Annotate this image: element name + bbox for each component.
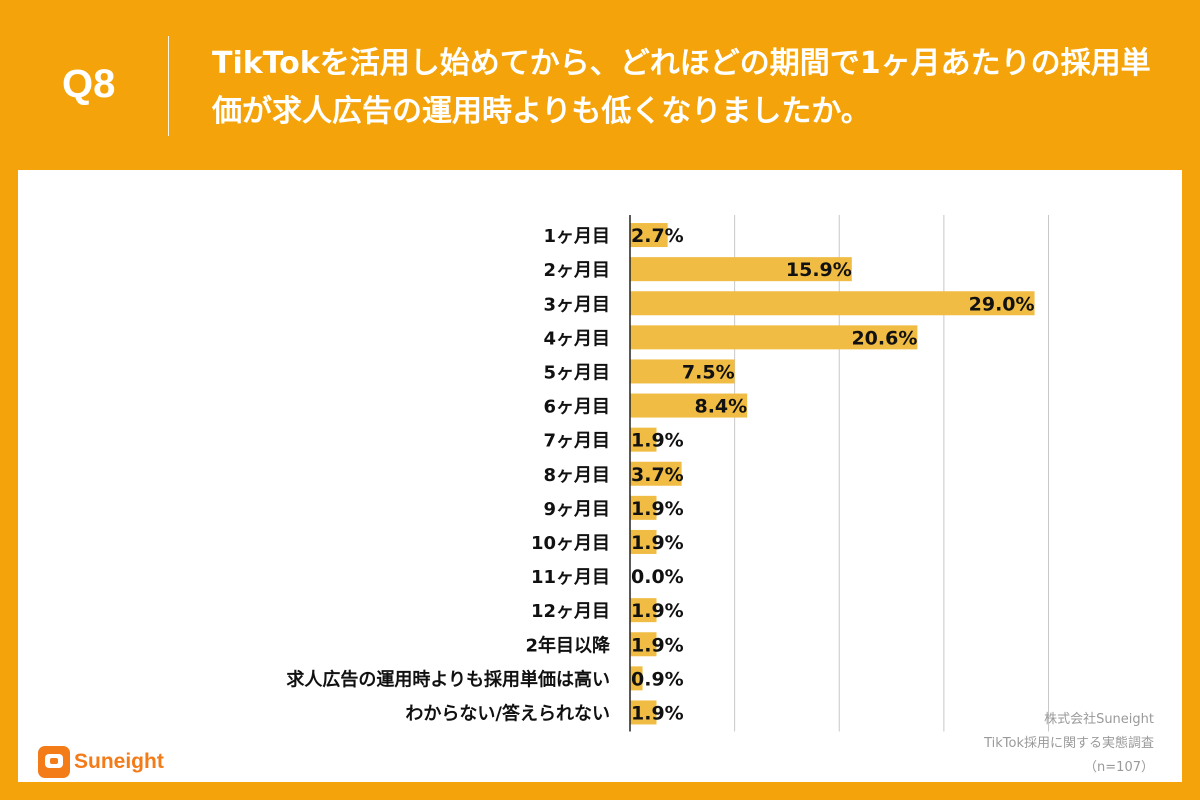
category-label: 10ヶ月目 — [531, 533, 610, 554]
category-label: 2年目以降 — [525, 634, 611, 656]
value-label: 1.9% — [631, 634, 684, 656]
category-label: 1ヶ月目 — [543, 226, 610, 247]
bar — [630, 632, 657, 657]
value-label: 8.4% — [694, 396, 747, 418]
value-label: 1.9% — [631, 532, 684, 554]
question-number: Q8 — [62, 62, 116, 106]
source-survey: TikTok採用に関する実態調査 — [984, 736, 1154, 751]
bar-chart: 1ヶ月目 2.7% 2ヶ月目 15.9% 3ヶ月目 29.0% 4ヶ月目 20.6% 5ヶ月目 7… — [286, 215, 1049, 732]
source-note: 株式会社Suneight TikTok採用に関する実態調査 （n=107） — [984, 708, 1154, 780]
logo-text: Suneight — [74, 750, 164, 773]
bar — [630, 598, 657, 623]
bar — [630, 291, 1035, 316]
category-label: わからない/答えられない — [405, 702, 610, 724]
value-label: 1.9% — [631, 702, 684, 724]
category-label: 2ヶ月目 — [543, 260, 610, 281]
category-label: 求人広告の運用時よりも採用単価は高い — [286, 668, 610, 690]
category-label: 8ヶ月目 — [543, 465, 610, 486]
bar — [630, 223, 668, 248]
category-label: 4ヶ月目 — [543, 328, 610, 349]
category-label: 5ヶ月目 — [543, 362, 610, 383]
bar — [630, 700, 657, 725]
value-label: 20.6% — [851, 327, 917, 349]
header-divider — [168, 36, 169, 136]
chart-panel: 1ヶ月目 2.7% 2ヶ月目 15.9% 3ヶ月目 29.0% 4ヶ月目 20.6% 5ヶ月目 7… — [18, 170, 1182, 782]
bar — [630, 427, 657, 452]
suneight-logo-icon — [38, 746, 70, 778]
bar — [630, 325, 918, 350]
category-label: 6ヶ月目 — [543, 397, 610, 418]
value-label: 1.9% — [631, 600, 684, 622]
bar — [630, 529, 657, 554]
bar — [630, 495, 657, 520]
value-label: 1.9% — [631, 430, 684, 452]
bar — [630, 257, 852, 282]
category-label: 12ヶ月目 — [531, 601, 610, 622]
category-label: 11ヶ月目 — [531, 567, 610, 588]
category-label: 7ヶ月目 — [543, 431, 610, 452]
suneight-logo: Suneight — [38, 746, 164, 778]
source-sample-size: （n=107） — [1084, 760, 1154, 775]
bar — [630, 461, 682, 486]
value-label: 29.0% — [969, 293, 1035, 315]
bar — [630, 393, 748, 418]
value-label: 2.7% — [631, 225, 684, 247]
category-label: 9ヶ月目 — [543, 499, 610, 520]
bar — [630, 666, 643, 691]
bar — [630, 359, 735, 384]
value-label: 3.7% — [631, 464, 684, 486]
question-text: TikTokを活用し始めてから、どれほどの期間で1ヶ月あたりの採用単価が求人広告… — [212, 46, 1151, 129]
value-label: 7.5% — [682, 361, 735, 383]
value-label: 0.9% — [631, 668, 684, 690]
header: Q8 TikTokを活用し始めてから、どれほどの期間で1ヶ月あたりの採用単価が求… — [0, 0, 1200, 170]
category-label: 3ヶ月目 — [543, 294, 610, 315]
value-label: 15.9% — [786, 259, 852, 281]
value-label: 1.9% — [631, 498, 684, 520]
value-label: 0.0% — [631, 566, 684, 588]
source-company: 株式会社Suneight — [1044, 712, 1154, 727]
